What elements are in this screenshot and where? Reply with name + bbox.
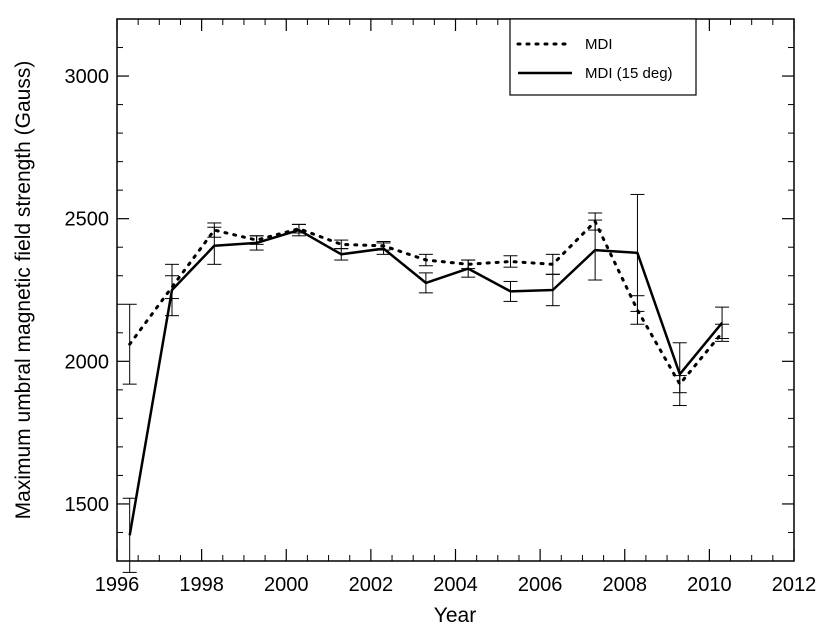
error-bar xyxy=(207,226,222,265)
y-tick-label: 2000 xyxy=(65,351,110,373)
series-mdi xyxy=(122,212,730,394)
error-bar xyxy=(122,497,137,573)
x-tick-label: 1996 xyxy=(95,574,140,596)
error-bar xyxy=(122,303,137,385)
error-bar xyxy=(418,272,433,294)
error-bar xyxy=(165,263,180,317)
x-tick-labels: 1996 1998 2000 2002 2004 2006 2008 2010 2012 xyxy=(95,574,817,596)
error-bar xyxy=(503,255,518,268)
error-bar xyxy=(630,193,645,312)
y-tick-labels: 1500 2000 2500 3000 xyxy=(65,66,110,516)
x-tick-label: 1998 xyxy=(179,574,224,596)
legend-label-mdi-15deg: MDI (15 deg) xyxy=(585,65,673,82)
series-layer xyxy=(122,193,730,573)
x-tick-label: 2004 xyxy=(433,574,478,596)
error-bar xyxy=(672,342,687,407)
legend-label-mdi: MDI xyxy=(585,36,613,53)
legend: MDI MDI (15 deg) xyxy=(509,18,697,96)
x-tick-label: 2008 xyxy=(603,574,648,596)
x-tick-label: 2010 xyxy=(687,574,732,596)
error-bar xyxy=(503,280,518,302)
x-tick-label: 2000 xyxy=(264,574,309,596)
error-bar xyxy=(418,253,433,267)
error-bar xyxy=(334,248,349,261)
axis-ticks xyxy=(116,18,795,562)
x-axis-label: Year xyxy=(434,604,476,627)
x-tick-label: 2002 xyxy=(349,574,394,596)
error-bar xyxy=(461,259,476,278)
series-mdi-15deg xyxy=(122,193,730,573)
legend-box xyxy=(509,18,697,96)
y-tick-label: 3000 xyxy=(65,66,110,88)
error-bar xyxy=(376,242,391,255)
y-axis-label: Maximum umbral magnetic field strength (… xyxy=(12,61,35,520)
error-bar xyxy=(715,306,730,339)
error-bar xyxy=(291,223,306,237)
error-bar xyxy=(588,219,603,281)
x-tick-label: 2012 xyxy=(772,574,817,596)
error-bar xyxy=(249,235,264,251)
error-bar xyxy=(545,273,560,307)
x-tick-label: 2006 xyxy=(518,574,563,596)
y-tick-label: 1500 xyxy=(65,494,110,516)
y-tick-label: 2500 xyxy=(65,209,110,231)
plot-frame xyxy=(116,18,795,562)
